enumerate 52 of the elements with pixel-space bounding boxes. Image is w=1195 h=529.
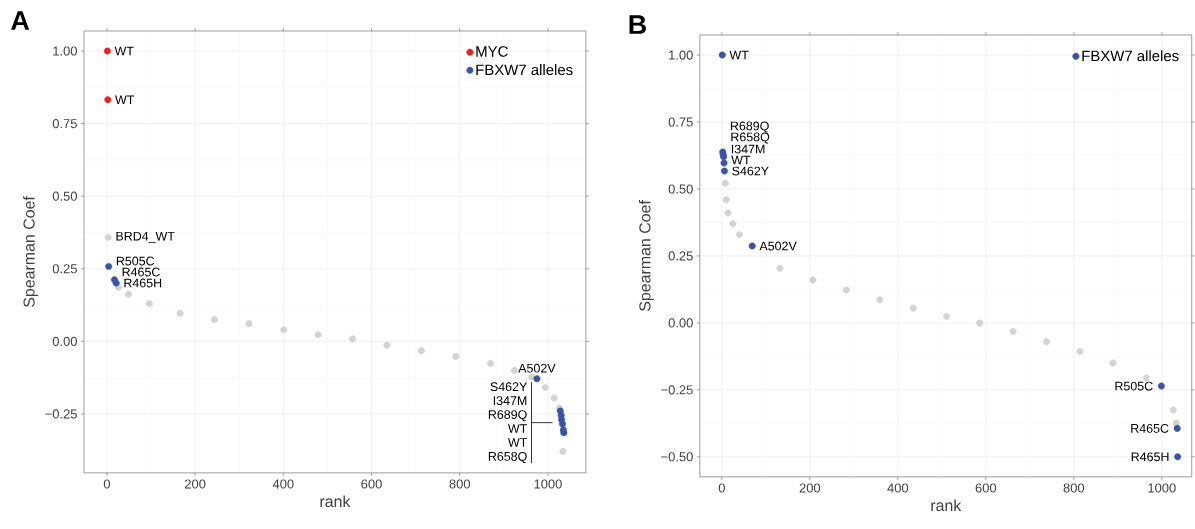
x-tick-label: 600 bbox=[361, 479, 382, 489]
x-axis-title: rank bbox=[931, 499, 962, 512]
annotation: R689Q bbox=[730, 121, 769, 133]
y-axis-title: Spearman Coef bbox=[23, 196, 38, 308]
annotation: A502V bbox=[518, 363, 556, 373]
annotation: R465H bbox=[124, 278, 162, 288]
y-tick-label: 1.00 bbox=[53, 46, 77, 56]
legend-label: MYC bbox=[476, 46, 508, 57]
y-tick-label: 0.50 bbox=[52, 191, 77, 201]
x-tick-label: 0 bbox=[103, 479, 111, 489]
y-tick-label: −0.25 bbox=[661, 385, 693, 395]
y-tick-label: −0.25 bbox=[45, 409, 77, 419]
y-tick-label: 1.00 bbox=[669, 50, 693, 60]
annotation: R465C bbox=[1131, 424, 1169, 433]
legend-label: FBXW7 alleles bbox=[1082, 50, 1179, 62]
y-tick-label: 0.75 bbox=[52, 119, 77, 129]
annotation: WT bbox=[731, 155, 751, 165]
x-tick-label: 1000 bbox=[534, 479, 562, 489]
y-tick-label: 0.50 bbox=[668, 184, 693, 194]
chart-title: B bbox=[629, 15, 646, 34]
y-axis-title: Spearman Coef bbox=[638, 200, 654, 312]
annotation: WT bbox=[114, 46, 134, 56]
annotation: R465H bbox=[1131, 452, 1169, 462]
x-tick-label: 800 bbox=[1063, 483, 1085, 493]
annotation: R658Q bbox=[731, 132, 770, 144]
x-tick-label: 400 bbox=[272, 479, 294, 489]
annotation: R505C bbox=[116, 256, 155, 266]
x-tick-label: 1000 bbox=[1148, 483, 1176, 493]
chart-title: A bbox=[11, 11, 30, 30]
legend-label: FBXW7 alleles bbox=[476, 64, 573, 76]
annotation: R505C bbox=[1115, 381, 1153, 391]
x-tick-label: 600 bbox=[975, 483, 997, 493]
x-axis-title: rank bbox=[320, 495, 351, 508]
annotation: S462Y I347M R689Q WT WT R658Q bbox=[488, 382, 528, 464]
annotation: BRD4_WT bbox=[116, 231, 175, 243]
annotation: WT bbox=[729, 50, 749, 60]
y-tick-label: 0.00 bbox=[668, 318, 693, 328]
x-tick-label: 200 bbox=[799, 483, 821, 493]
x-tick-label: 0 bbox=[718, 483, 725, 493]
x-tick-label: 200 bbox=[184, 479, 206, 489]
y-tick-label: 0.75 bbox=[668, 117, 693, 127]
annotation: R465C bbox=[122, 267, 160, 277]
x-tick-label: 800 bbox=[449, 479, 471, 489]
annotation: A502V bbox=[759, 241, 797, 251]
y-tick-label: 0.25 bbox=[52, 264, 77, 274]
y-tick-label: −0.50 bbox=[661, 452, 693, 462]
annotation: S462Y bbox=[732, 166, 769, 176]
annotation: WT bbox=[115, 95, 135, 105]
annotation: I347M bbox=[731, 144, 765, 154]
y-tick-label: 0.25 bbox=[668, 251, 693, 261]
y-tick-label: 0.00 bbox=[52, 336, 77, 346]
x-tick-label: 400 bbox=[887, 483, 909, 493]
